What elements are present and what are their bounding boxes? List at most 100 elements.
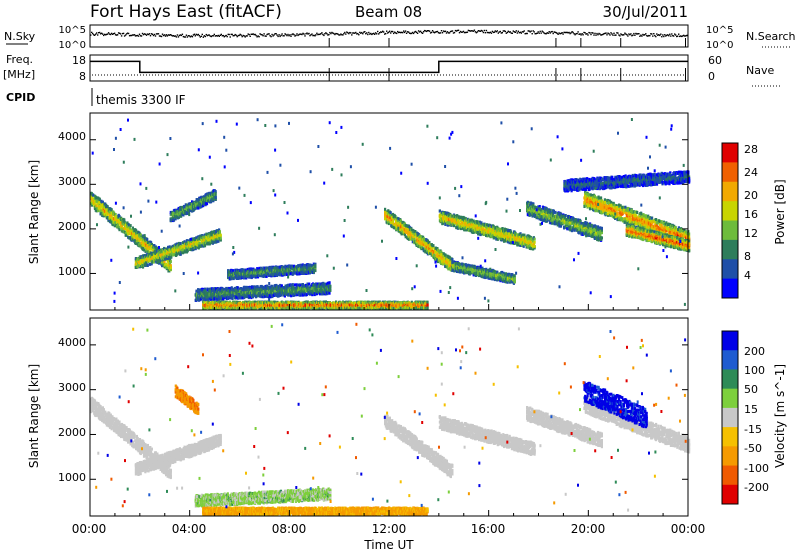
sky-noise-point	[509, 31, 511, 33]
power-cell	[269, 286, 272, 289]
sky-noise-point	[273, 34, 275, 36]
sky-noise-point	[533, 31, 535, 33]
power-cell	[265, 289, 268, 293]
sky-noise-point	[246, 35, 248, 37]
power-cell	[116, 224, 119, 228]
power-cell	[221, 291, 224, 295]
sky-noise-point	[188, 35, 191, 37]
power-cell	[97, 196, 100, 200]
power-cell	[275, 283, 278, 287]
sky-noise-point	[181, 33, 184, 35]
power-cell	[200, 205, 203, 209]
power-cell	[171, 244, 174, 248]
power-cell	[314, 264, 317, 268]
sky-noise-point	[238, 34, 240, 37]
sky-noise-point	[385, 32, 387, 35]
sky-noise-point	[231, 33, 233, 36]
sky-noise-point	[555, 31, 557, 34]
sky-noise-point	[398, 31, 400, 34]
sky-noise-point	[110, 32, 113, 35]
sky-noise-point	[174, 35, 177, 37]
sky-noise-point	[190, 35, 193, 37]
sky-noise-point	[383, 31, 385, 33]
sky-noise-point	[268, 33, 270, 35]
power-cell	[168, 262, 172, 266]
sky-noise-point	[248, 33, 250, 36]
sky-noise-point	[540, 32, 542, 34]
sky-noise-point	[178, 34, 181, 37]
power-cell	[183, 246, 186, 250]
sky-noise-point	[176, 34, 179, 36]
sky-noise-point	[363, 31, 365, 33]
sky-tick-bottom: 10^0	[59, 40, 86, 51]
sky-noise-point	[510, 32, 512, 34]
sky-noise-point	[224, 35, 226, 37]
sky-noise-point	[687, 34, 689, 37]
power-cell	[127, 232, 130, 236]
sky-noise-point	[515, 30, 517, 32]
sky-noise-point	[384, 33, 386, 35]
sky-noise-point	[589, 32, 591, 34]
sky-noise-point	[491, 30, 494, 33]
power-cell	[202, 195, 205, 199]
sky-noise-point	[649, 35, 651, 37]
sky-noise-point	[672, 35, 674, 37]
freq-time-markers	[328, 38, 687, 81]
sky-noise-point	[557, 33, 559, 35]
power-cell	[166, 264, 169, 268]
sky-noise-point	[576, 32, 578, 35]
sky-noise-point	[538, 32, 540, 34]
sky-noise-point	[396, 32, 398, 35]
sky-noise-point	[183, 36, 186, 38]
sky-noise-point	[267, 33, 269, 35]
sky-noise-point	[189, 36, 192, 38]
power-cell	[176, 252, 179, 256]
power-cell	[154, 252, 157, 255]
sky-noise-point	[473, 29, 476, 31]
power-cell	[173, 253, 176, 256]
sky-noise-point	[624, 32, 626, 34]
sky-noise-point	[249, 35, 251, 37]
sky-noise-point	[170, 34, 173, 36]
sky-noise-point	[286, 34, 288, 37]
sky-noise-point	[252, 33, 254, 35]
sky-noise-point	[324, 33, 326, 35]
sky-noise-point	[406, 31, 409, 33]
power-cell	[279, 293, 283, 297]
sky-noise-point	[661, 36, 663, 38]
sky-noise-point	[562, 33, 564, 35]
sky-noise-point	[400, 31, 402, 34]
sky-noise-point	[525, 32, 527, 35]
power-cell	[311, 264, 314, 268]
power-cell	[239, 273, 242, 276]
power-cell	[255, 288, 258, 292]
power-cell	[197, 206, 200, 210]
power-cell	[301, 291, 304, 295]
sky-noise-point	[389, 30, 391, 32]
sky-noise-point	[530, 30, 532, 32]
power-cell	[189, 208, 192, 212]
power-cell	[178, 248, 181, 252]
power-cell	[116, 220, 119, 224]
sky-noise-point	[433, 32, 436, 34]
sky-noise-point	[332, 32, 334, 34]
sky-noise-point	[472, 30, 475, 32]
sky-noise-point	[99, 31, 101, 34]
sky-noise-point	[356, 33, 358, 35]
sky-noise-point	[318, 33, 320, 35]
sky-noise-point	[109, 33, 112, 36]
sky-noise-point	[290, 35, 292, 37]
sky-noise-point	[542, 31, 544, 33]
sky-noise-point	[591, 32, 593, 34]
power-cell	[145, 263, 148, 267]
sky-noise-point	[437, 32, 440, 34]
sky-noise-point	[359, 31, 361, 34]
power-cell	[180, 214, 183, 218]
sky-noise-point	[137, 35, 140, 37]
sky-noise-point	[225, 34, 227, 37]
sky-noise-point	[374, 33, 376, 35]
power-cell	[128, 225, 131, 229]
sky-noise-point	[244, 36, 246, 38]
sky-noise-point	[674, 33, 676, 35]
sky-noise-point	[534, 33, 536, 35]
